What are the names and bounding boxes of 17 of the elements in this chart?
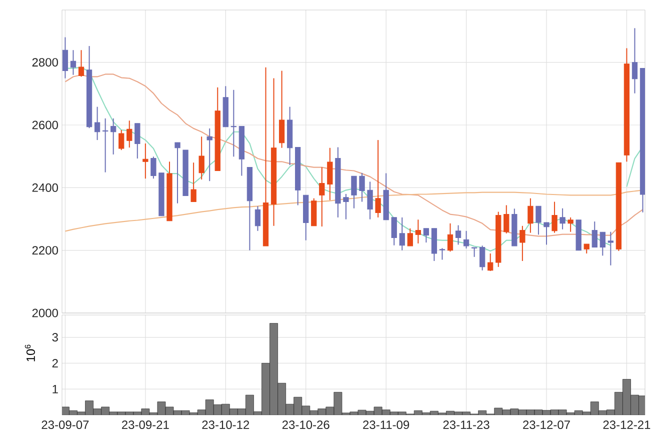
x-tick-label: 23-09-21 bbox=[122, 420, 169, 430]
x-tick-label: 23-10-26 bbox=[282, 420, 330, 430]
y-tick-label: 3 bbox=[52, 333, 58, 342]
y-tick-label: 2800 bbox=[32, 58, 58, 67]
y-tick-label: 2600 bbox=[32, 120, 58, 130]
y-tick-label: 2000 bbox=[32, 308, 58, 318]
y-tick-label: 2400 bbox=[32, 183, 58, 192]
x-tick-label: 23-12-21 bbox=[603, 420, 650, 430]
y-tick-label: 2200 bbox=[32, 246, 58, 255]
x-tick-label: 23-12-07 bbox=[523, 420, 570, 430]
y-axis-title: 10$^{6}$ bbox=[24, 344, 35, 362]
x-tick-label: 23-11-09 bbox=[363, 420, 410, 430]
x-tick-label: 23-09-07 bbox=[42, 420, 89, 430]
x-tick-label: 23-11-23 bbox=[443, 420, 490, 430]
y-tick-label: 2 bbox=[52, 359, 58, 368]
x-tick-label: 23-10-12 bbox=[202, 420, 250, 430]
y-tick-label: 1 bbox=[52, 384, 58, 394]
